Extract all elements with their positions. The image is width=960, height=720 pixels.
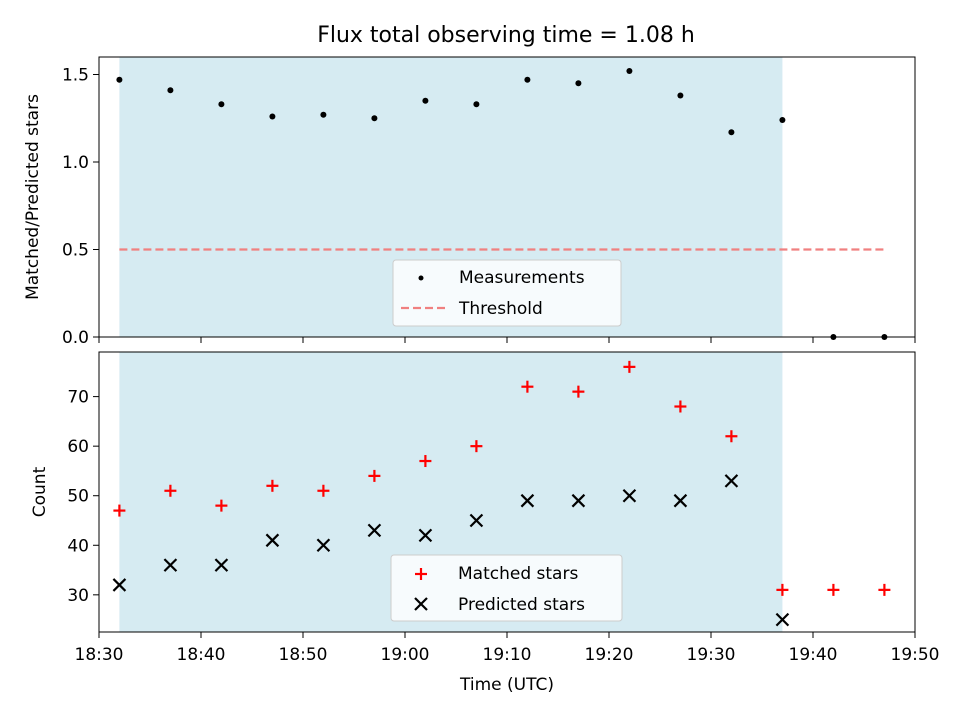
predicted-stars-point bbox=[571, 493, 586, 508]
predicted-stars-point bbox=[622, 488, 637, 503]
legend-threshold-label: Threshold bbox=[458, 299, 543, 319]
measurement-point bbox=[728, 129, 735, 136]
legend-measurements-marker bbox=[418, 275, 424, 281]
bottom-y-tick-label: 50 bbox=[67, 487, 89, 507]
predicted-stars-point bbox=[673, 493, 688, 508]
top-y-tick-label: 0.5 bbox=[62, 241, 89, 261]
matched-stars-point bbox=[215, 499, 228, 512]
bottom-x-axis: 18:30 18:40 18:50 19:00 19:10 19:20 19:30 19:40… bbox=[75, 632, 940, 665]
legend-matched-marker bbox=[415, 568, 427, 580]
x-tick-label: 19:00 bbox=[381, 645, 430, 665]
predicted-stars-point bbox=[469, 513, 484, 528]
bottom-y-axis-label: Count bbox=[30, 466, 50, 517]
bottom-panel: 30 40 50 60 70 18:30 18:40 18:50 19:00 19:10 19:2… bbox=[30, 351, 940, 695]
top-legend-box bbox=[392, 259, 622, 327]
legend-x-glyph bbox=[414, 597, 428, 611]
bottom-y-tick-label: 40 bbox=[67, 536, 89, 556]
measurement-point bbox=[626, 68, 633, 74]
bottom-y-tick-label: 60 bbox=[67, 437, 89, 457]
x-tick-label: 19:30 bbox=[687, 645, 736, 665]
predicted-stars-point bbox=[112, 578, 127, 592]
top-y-axis-label: Matched/Predicted stars bbox=[23, 94, 43, 300]
x-tick-label: 18:40 bbox=[177, 645, 226, 665]
matched-stars-point bbox=[623, 360, 636, 373]
x-axis-label: Time (UTC) bbox=[459, 675, 554, 695]
predicted-stars-point bbox=[265, 533, 280, 548]
legend-measurements-label: Measurements bbox=[459, 268, 585, 288]
legend-predicted-label: Predicted stars bbox=[458, 595, 585, 615]
matched-stars-point bbox=[113, 504, 126, 517]
matched-stars-point bbox=[266, 479, 279, 492]
x-tick-label: 19:10 bbox=[483, 645, 532, 665]
legend-matched-label: Matched stars bbox=[458, 564, 578, 584]
predicted-stars-point bbox=[163, 558, 178, 572]
predicted-stars-point bbox=[316, 538, 331, 553]
matched-stars-point bbox=[878, 583, 891, 596]
measurement-point bbox=[677, 92, 684, 99]
predicted-stars-point bbox=[775, 612, 790, 627]
bottom-axes-frame bbox=[98, 351, 916, 633]
top-panel: 0.0 0.5 1.0 1.5 Matched/Predicted stars Mea… bbox=[23, 56, 916, 348]
matched-stars-point bbox=[164, 484, 177, 497]
measurement-point bbox=[371, 115, 378, 122]
bottom-y-tick-label: 70 bbox=[67, 388, 89, 408]
measurement-point bbox=[422, 97, 429, 104]
predicted-stars-point bbox=[367, 523, 382, 538]
bottom-legend-box bbox=[390, 554, 623, 622]
predicted-stars-point bbox=[214, 558, 229, 572]
x-tick-label: 19:50 bbox=[891, 645, 940, 665]
matched-stars-point bbox=[419, 455, 432, 468]
measurement-point bbox=[218, 101, 225, 108]
measurement-point bbox=[167, 87, 174, 94]
matched-stars-point bbox=[368, 469, 381, 482]
measurement-point bbox=[524, 76, 531, 83]
measurement-point bbox=[575, 80, 582, 87]
top-y-axis: 0.0 0.5 1.0 1.5 bbox=[62, 66, 99, 348]
x-tick-label: 19:20 bbox=[585, 645, 634, 665]
predicted-stars-point bbox=[520, 493, 535, 508]
matched-stars-point bbox=[521, 380, 534, 393]
x-tick-label: 18:30 bbox=[75, 645, 124, 665]
matched-stars-point bbox=[674, 400, 687, 413]
top-y-tick-label: 1.5 bbox=[62, 66, 89, 86]
top-axes-frame bbox=[98, 56, 916, 338]
matched-stars-point bbox=[470, 440, 483, 453]
predicted-stars-point bbox=[724, 474, 739, 488]
top-y-tick-label: 0.0 bbox=[62, 328, 89, 348]
top-y-tick-label: 1.0 bbox=[62, 153, 89, 173]
measurement-point bbox=[320, 111, 327, 118]
top-plot-marks bbox=[116, 68, 888, 340]
top-x-axis bbox=[98, 337, 916, 343]
bottom-y-tick-label: 30 bbox=[67, 586, 89, 606]
legend-predicted-marker bbox=[414, 597, 428, 611]
measurement-point bbox=[779, 117, 786, 123]
matched-stars-point bbox=[725, 430, 738, 443]
measurement-point bbox=[269, 113, 276, 120]
matched-stars-point bbox=[827, 583, 840, 596]
legend-plus-glyph bbox=[415, 568, 427, 580]
chart-title: Flux total observing time = 1.08 h bbox=[317, 23, 695, 48]
matched-stars-point bbox=[572, 385, 585, 398]
measurement-point bbox=[473, 101, 480, 108]
x-tick-label: 19:40 bbox=[789, 645, 838, 665]
bottom-plot-marks bbox=[112, 360, 891, 627]
measurement-point bbox=[116, 76, 123, 83]
matched-stars-point bbox=[776, 583, 789, 596]
bottom-y-axis: 30 40 50 60 70 bbox=[67, 388, 99, 606]
matched-stars-point bbox=[317, 484, 330, 497]
bottom-legend: Matched stars Predicted stars bbox=[390, 554, 623, 622]
top-legend: Measurements Threshold bbox=[392, 259, 622, 327]
predicted-stars-point bbox=[418, 528, 433, 543]
x-tick-label: 18:50 bbox=[279, 645, 328, 665]
